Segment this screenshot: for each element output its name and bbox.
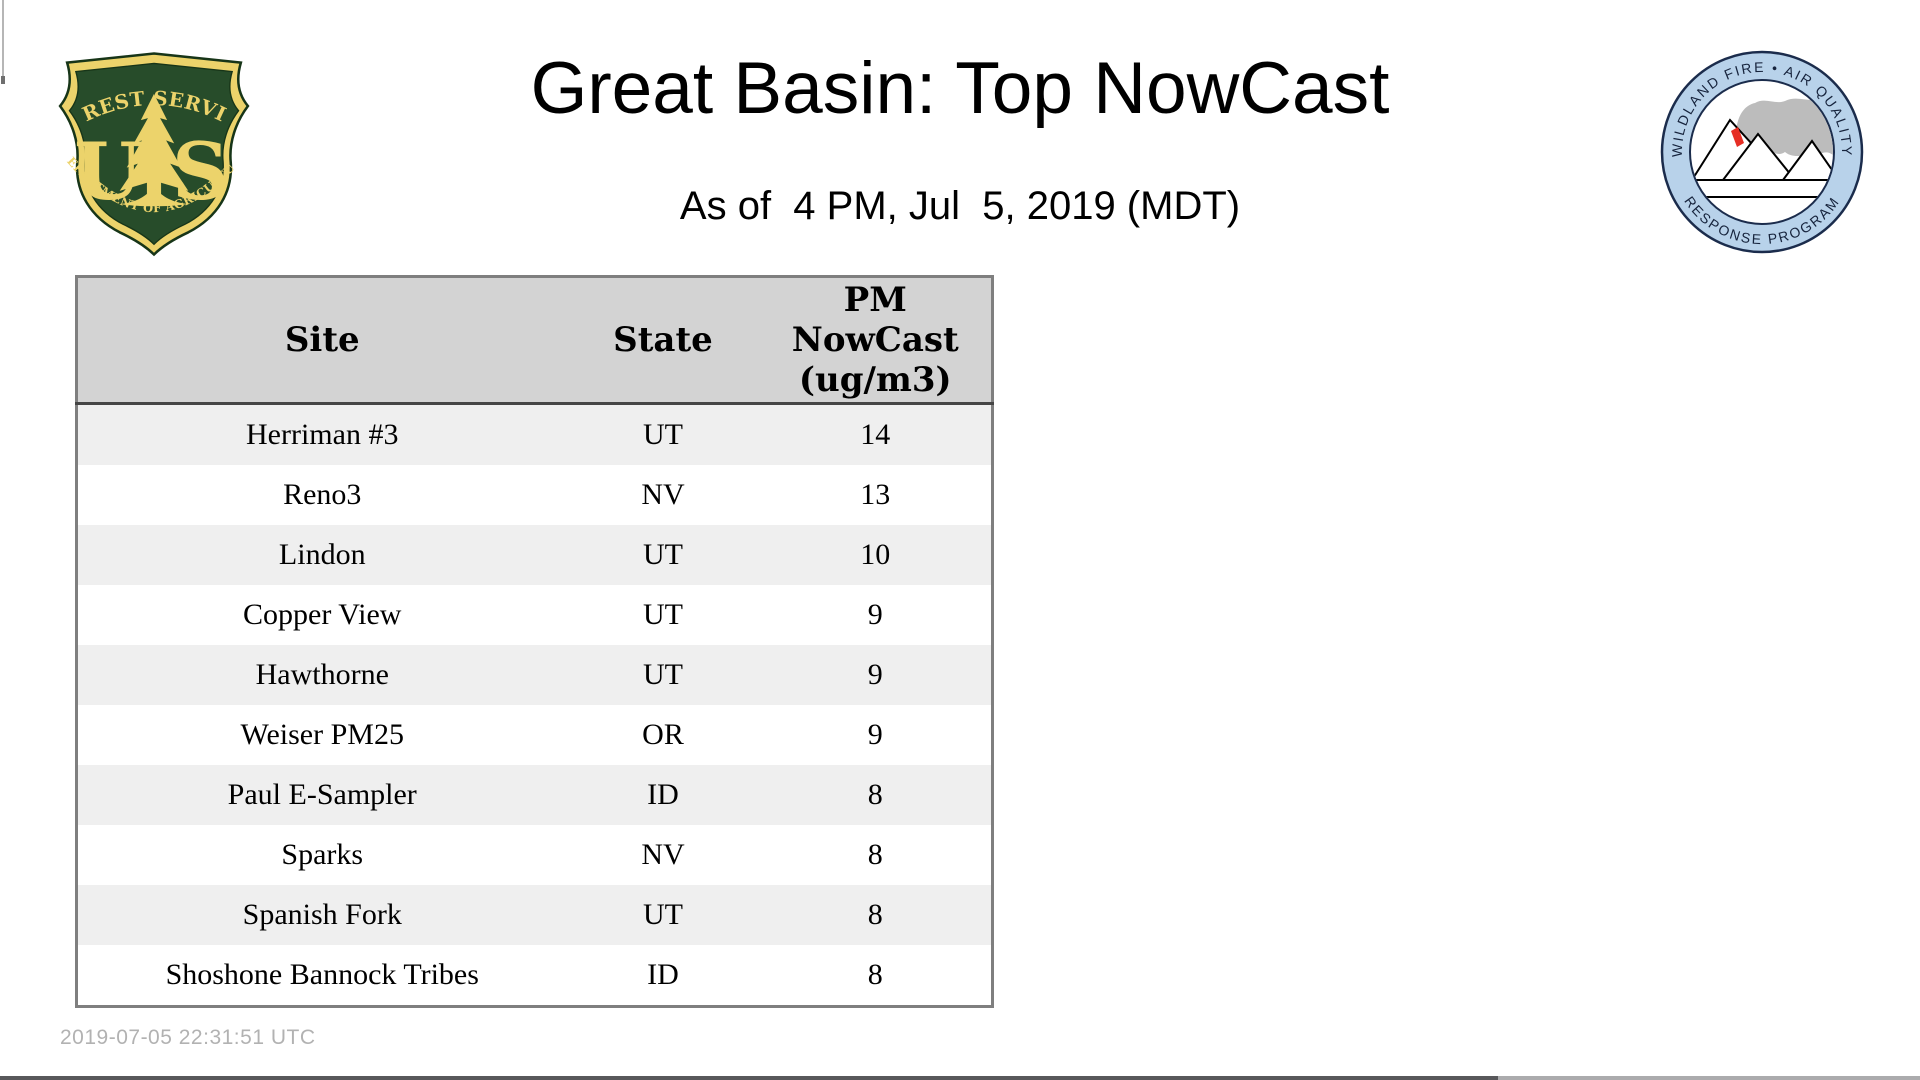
state-cell: UT — [566, 403, 760, 465]
value-cell: 9 — [759, 585, 993, 645]
state-cell: NV — [566, 825, 760, 885]
site-cell: Hawthorne — [76, 645, 567, 705]
table-header-row: Site State PM NowCast (ug/m3) — [76, 276, 993, 405]
screen-edge-artifact-bottom-light — [1498, 1076, 1920, 1080]
table-row: Hawthorne UT 9 — [76, 645, 993, 705]
value-cell: 13 — [759, 465, 993, 525]
site-cell: Sparks — [76, 825, 567, 885]
pm-header-line3: (ug/m3) — [798, 360, 952, 401]
value-cell: 8 — [759, 945, 993, 1007]
screen-edge-artifact-left — [2, 0, 4, 77]
nowcast-table: Site State PM NowCast (ug/m3) Herriman #… — [75, 275, 994, 1008]
col-header-pm-nowcast: PM NowCast (ug/m3) — [759, 276, 993, 405]
page-subtitle: As of 4 PM, Jul 5, 2019 (MDT) — [679, 184, 1241, 228]
value-cell: 8 — [759, 885, 993, 945]
table-row: Reno3 NV 13 — [76, 465, 993, 525]
state-cell: ID — [566, 945, 760, 1007]
value-cell: 14 — [759, 403, 993, 465]
site-cell: Lindon — [76, 525, 567, 585]
generation-timestamp: 2019-07-05 22:31:51 UTC — [60, 1026, 316, 1049]
table-row: Spanish Fork UT 8 — [76, 885, 993, 945]
wfaqrp-logo: WILDLAND FIRE • AIR QUALITY RESPONSE PRO… — [1660, 50, 1864, 254]
shield-letter-s: S — [172, 125, 229, 218]
value-cell: 8 — [759, 825, 993, 885]
state-cell: UT — [566, 585, 760, 645]
state-cell: OR — [566, 705, 760, 765]
table-row: Weiser PM25 OR 9 — [76, 705, 993, 765]
state-cell: ID — [566, 765, 760, 825]
table-row: Lindon UT 10 — [76, 525, 993, 585]
col-header-site: Site — [76, 276, 567, 405]
site-cell: Herriman #3 — [76, 403, 567, 465]
forest-service-logo: FOREST SERVICE U S DEPARTMENT OF AGRICUL… — [53, 46, 250, 257]
pine-tree-base — [119, 187, 189, 207]
site-cell: Paul E-Sampler — [76, 765, 567, 825]
state-cell: UT — [566, 525, 760, 585]
fire-mark — [1731, 127, 1744, 147]
page-title: Great Basin: Top NowCast — [530, 48, 1390, 129]
site-cell: Weiser PM25 — [76, 705, 567, 765]
pm-header-line2: NowCast — [791, 319, 959, 360]
screen-edge-artifact-left-stub — [1, 76, 5, 84]
state-cell: NV — [566, 465, 760, 525]
value-cell: 9 — [759, 645, 993, 705]
col-header-state: State — [566, 276, 760, 405]
pine-tree-icon — [119, 93, 189, 201]
table-row: Copper View UT 9 — [76, 585, 993, 645]
state-cell: UT — [566, 645, 760, 705]
value-cell: 10 — [759, 525, 993, 585]
state-cell: UT — [566, 885, 760, 945]
table-row: Shoshone Bannock Tribes ID 8 — [76, 945, 993, 1007]
table-row: Sparks NV 8 — [76, 825, 993, 885]
table-row: Herriman #3 UT 14 — [76, 403, 993, 465]
site-cell: Copper View — [76, 585, 567, 645]
value-cell: 9 — [759, 705, 993, 765]
site-cell: Reno3 — [76, 465, 567, 525]
pm-header-line1: PM — [843, 279, 907, 320]
table-row: Paul E-Sampler ID 8 — [76, 765, 993, 825]
value-cell: 8 — [759, 765, 993, 825]
site-cell: Shoshone Bannock Tribes — [76, 945, 567, 1007]
nowcast-table-body: Herriman #3 UT 14 Reno3 NV 13 Lindon UT … — [76, 403, 993, 1007]
site-cell: Spanish Fork — [76, 885, 567, 945]
screen-edge-artifact-bottom-dark — [0, 1076, 1498, 1080]
